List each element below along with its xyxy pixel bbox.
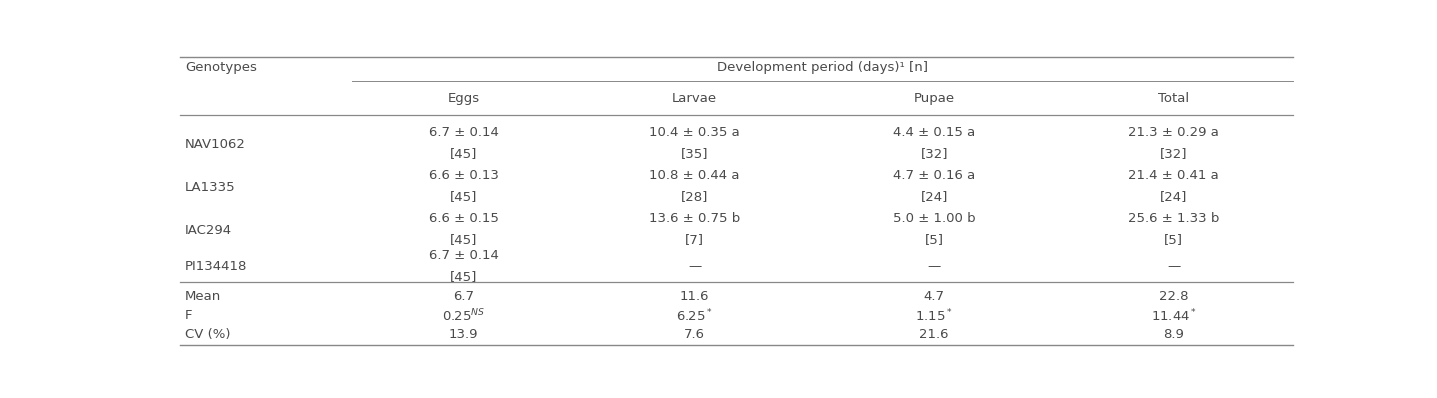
Text: 25.6 ± 1.33 b: 25.6 ± 1.33 b — [1128, 212, 1219, 225]
Text: 13.6 ± 0.75 b: 13.6 ± 0.75 b — [650, 212, 740, 225]
Text: [35]: [35] — [681, 147, 708, 160]
Text: 6.25$^*$: 6.25$^*$ — [677, 308, 713, 324]
Text: [5]: [5] — [1164, 233, 1183, 246]
Text: [45]: [45] — [450, 147, 477, 160]
Text: 6.7 ± 0.14: 6.7 ± 0.14 — [428, 126, 499, 139]
Text: [24]: [24] — [1160, 190, 1187, 203]
Text: [32]: [32] — [920, 147, 948, 160]
Text: 13.9: 13.9 — [448, 328, 479, 341]
Text: 1.15$^*$: 1.15$^*$ — [915, 308, 953, 324]
Text: PI134418: PI134418 — [185, 260, 247, 273]
Text: 4.4 ± 0.15 a: 4.4 ± 0.15 a — [892, 126, 976, 139]
Text: —: — — [688, 260, 701, 273]
Text: [45]: [45] — [450, 233, 477, 246]
Text: 5.0 ± 1.00 b: 5.0 ± 1.00 b — [892, 212, 976, 225]
Text: 8.9: 8.9 — [1163, 328, 1184, 341]
Text: 6.6 ± 0.15: 6.6 ± 0.15 — [428, 212, 499, 225]
Text: Pupae: Pupae — [914, 92, 954, 105]
Text: 7.6: 7.6 — [684, 328, 706, 341]
Text: 0.25$^{NS}$: 0.25$^{NS}$ — [443, 308, 486, 324]
Text: IAC294: IAC294 — [185, 224, 233, 236]
Text: 4.7 ± 0.16 a: 4.7 ± 0.16 a — [892, 169, 976, 182]
Text: [7]: [7] — [685, 233, 704, 246]
Text: Larvae: Larvae — [673, 92, 717, 105]
Text: [24]: [24] — [921, 190, 948, 203]
Text: LA1335: LA1335 — [185, 181, 236, 194]
Text: [32]: [32] — [1160, 147, 1187, 160]
Text: 6.7: 6.7 — [453, 290, 474, 303]
Text: —: — — [1167, 260, 1180, 273]
Text: [45]: [45] — [450, 269, 477, 283]
Text: F: F — [185, 309, 193, 322]
Text: 10.8 ± 0.44 a: 10.8 ± 0.44 a — [650, 169, 740, 182]
Text: [5]: [5] — [924, 233, 944, 246]
Text: Genotypes: Genotypes — [185, 61, 257, 74]
Text: 21.3 ± 0.29 a: 21.3 ± 0.29 a — [1128, 126, 1219, 139]
Text: 21.4 ± 0.41 a: 21.4 ± 0.41 a — [1128, 169, 1219, 182]
Text: 4.7: 4.7 — [924, 290, 944, 303]
Text: 21.6: 21.6 — [920, 328, 948, 341]
Text: Eggs: Eggs — [447, 92, 480, 105]
Text: 11.44$^*$: 11.44$^*$ — [1151, 308, 1197, 324]
Text: 6.7 ± 0.14: 6.7 ± 0.14 — [428, 249, 499, 262]
Text: [45]: [45] — [450, 190, 477, 203]
Text: 6.6 ± 0.13: 6.6 ± 0.13 — [428, 169, 499, 182]
Text: 22.8: 22.8 — [1158, 290, 1188, 303]
Text: 11.6: 11.6 — [680, 290, 710, 303]
Text: Development period (days)¹ [n]: Development period (days)¹ [n] — [717, 61, 928, 74]
Text: NAV1062: NAV1062 — [185, 138, 246, 151]
Text: [28]: [28] — [681, 190, 708, 203]
Text: CV (%): CV (%) — [185, 328, 231, 341]
Text: 10.4 ± 0.35 a: 10.4 ± 0.35 a — [650, 126, 740, 139]
Text: Mean: Mean — [185, 290, 221, 303]
Text: Total: Total — [1158, 92, 1190, 105]
Text: —: — — [927, 260, 941, 273]
